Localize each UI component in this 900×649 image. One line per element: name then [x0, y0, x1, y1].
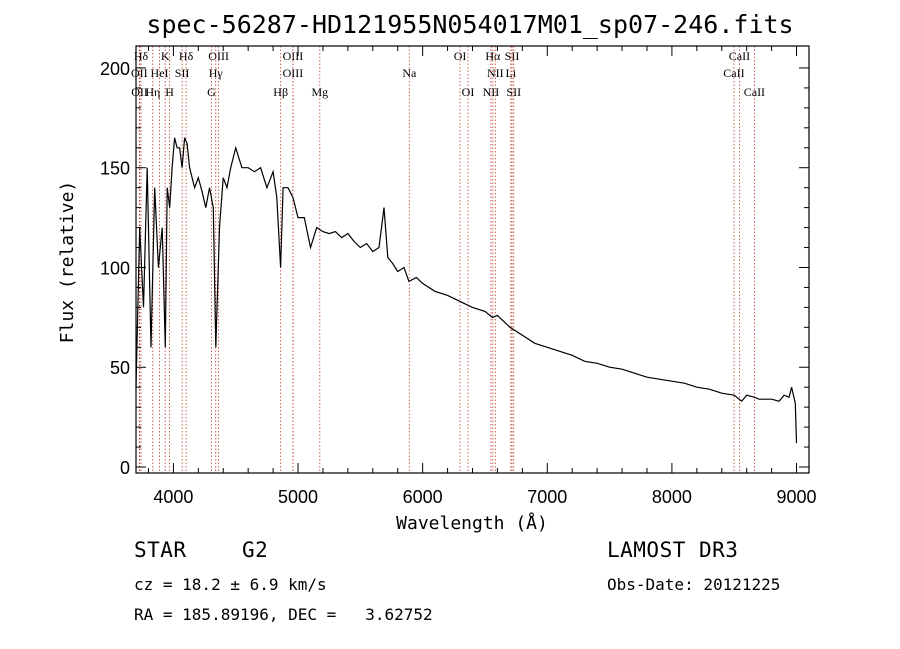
spectral-line-label: OIII — [283, 66, 304, 80]
x-tick-label: 9000 — [777, 487, 817, 507]
spectral-line-label: Hα — [485, 49, 501, 63]
axis-ticks: 4000 5000 6000 7000 8000 9000 0 50 100 150 200 — [100, 46, 817, 507]
spectral-line-label: NII — [483, 85, 500, 99]
spectral-line-label: OII — [131, 66, 148, 80]
survey-label: LAMOST DR3 — [607, 538, 739, 562]
y-tick-label: 50 — [110, 358, 130, 378]
spectral-line-label: Na — [402, 66, 417, 80]
y-tick-label: 100 — [100, 258, 130, 278]
spectral-line-label: SII — [505, 49, 520, 63]
chart-title: spec-56287-HD121955N054017M01_sp07-246.f… — [146, 10, 793, 39]
spectrum-chart: spec-56287-HD121955N054017M01_sp07-246.f… — [57, 10, 817, 534]
spectral-line-label: Hγ — [209, 66, 224, 80]
x-axis-label: Wavelength (Å) — [396, 512, 548, 534]
coordinates: RA = 185.89196, DEC = 3.62752 — [134, 605, 433, 624]
spectral-line-label: HeI — [151, 66, 169, 80]
object-class: STAR — [134, 538, 187, 562]
spectral-line-label: H — [165, 85, 174, 99]
spectral-line-label: Hη — [145, 85, 160, 99]
spectral-line-label: Mg — [311, 85, 328, 99]
spectral-line-label: CaII — [744, 85, 765, 99]
x-tick-label: 8000 — [652, 487, 692, 507]
y-tick-label: 0 — [120, 458, 130, 478]
y-axis-label: Flux (relative) — [57, 181, 78, 344]
spectral-line-label: OI — [462, 85, 475, 99]
x-tick-label: 7000 — [527, 487, 567, 507]
spectral-line-label: Hβ — [273, 85, 288, 99]
spectral-line-label: CaII — [723, 66, 744, 80]
spectral-line-label: K — [161, 49, 170, 63]
spectral-line-label: NII — [487, 66, 504, 80]
spectral-line-label: Hδ — [134, 49, 149, 63]
x-tick-label: 6000 — [403, 487, 443, 507]
x-tick-label: 4000 — [153, 487, 193, 507]
spectral-line-label: SII — [175, 66, 190, 80]
spectral-line-label: SII — [506, 85, 521, 99]
obs-date: Obs-Date: 20121225 — [607, 575, 781, 594]
x-tick-label: 5000 — [278, 487, 318, 507]
spectrum-line — [135, 137, 798, 444]
plot-frame — [135, 45, 810, 474]
spectral-line-label: CaII — [729, 49, 750, 63]
spectral-line-label: OIII — [208, 49, 229, 63]
spectral-line-label: G — [207, 85, 216, 99]
spectral-line-label: Hδ — [179, 49, 194, 63]
spectral-line-label: OI — [454, 49, 467, 63]
object-subclass: G2 — [242, 538, 269, 562]
spectral-line-label: Li — [506, 66, 517, 80]
y-tick-label: 150 — [100, 159, 130, 179]
y-tick-label: 200 — [100, 59, 130, 79]
redshift-readout: cz = 18.2 ± 6.9 km/s — [134, 575, 327, 594]
